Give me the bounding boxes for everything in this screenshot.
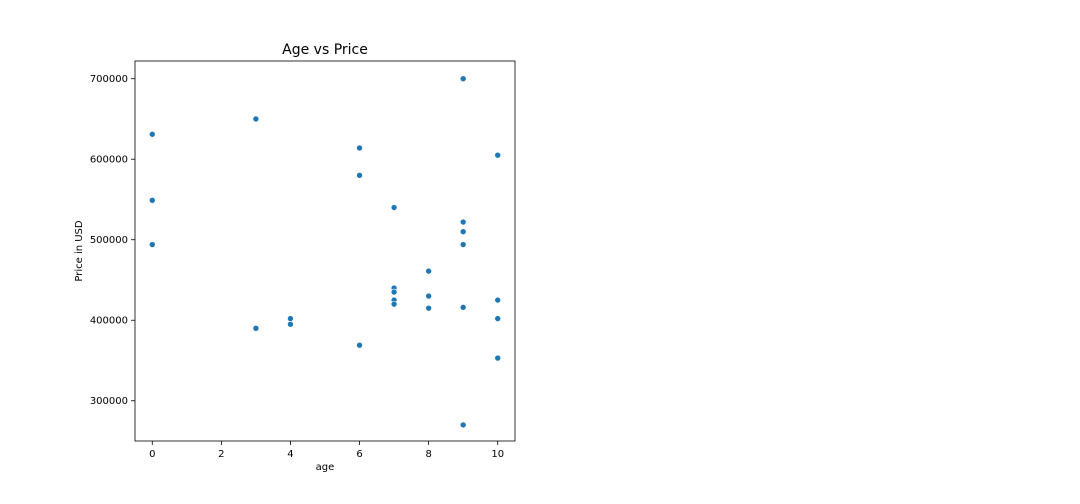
data-point <box>459 421 467 429</box>
data-point <box>425 267 432 275</box>
data-point <box>494 151 502 159</box>
plot-area-frame <box>134 60 516 442</box>
data-points <box>148 75 502 429</box>
data-point <box>459 228 467 235</box>
data-point <box>252 324 260 332</box>
x-tick-label: 0 <box>149 449 155 460</box>
data-point <box>287 320 294 328</box>
data-point <box>494 296 502 304</box>
y-axis-label: Price in USD <box>74 220 85 282</box>
y-tick-label: 500000 <box>90 235 128 246</box>
x-axis-label: age <box>316 462 335 473</box>
y-tick-label: 700000 <box>90 74 128 85</box>
data-point <box>356 341 363 349</box>
x-tick-label: 4 <box>287 449 293 460</box>
data-point <box>425 304 432 312</box>
data-point <box>390 204 398 211</box>
data-point <box>356 172 363 179</box>
data-point <box>148 130 156 138</box>
x-tick-label: 6 <box>356 449 362 460</box>
data-point <box>390 300 398 308</box>
chart-title: Age vs Price <box>282 42 368 58</box>
data-point <box>494 354 502 362</box>
x-tick-label: 10 <box>491 449 504 460</box>
axis-ticks: 0 2 4 6 8 10 300000 400000 500000 600000 700000 <box>90 74 504 460</box>
data-point <box>459 218 467 226</box>
data-point <box>148 241 156 248</box>
x-tick-label: 2 <box>218 449 224 460</box>
data-point <box>459 75 467 83</box>
data-point <box>459 241 467 248</box>
data-point <box>390 288 398 296</box>
data-point <box>425 292 432 300</box>
y-tick-label: 300000 <box>90 396 128 407</box>
data-point <box>459 304 467 311</box>
x-tick-label: 8 <box>425 449 431 460</box>
y-tick-label: 600000 <box>90 155 128 166</box>
data-point <box>356 144 363 152</box>
y-tick-label: 400000 <box>90 316 128 327</box>
data-point <box>148 196 156 204</box>
data-point <box>252 115 260 123</box>
data-point <box>494 315 502 322</box>
data-point <box>287 315 294 322</box>
